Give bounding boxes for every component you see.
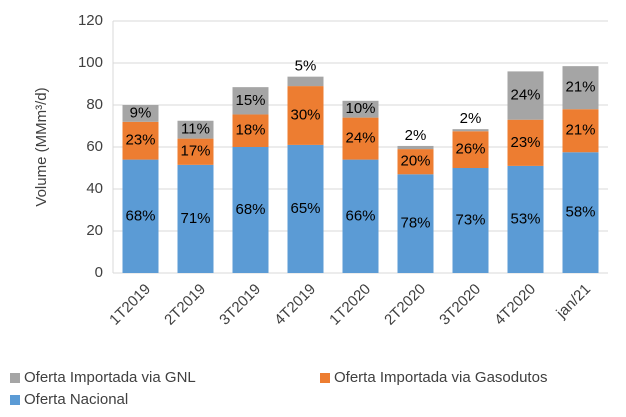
data-label: 11% xyxy=(181,121,210,138)
legend-label: Oferta Importada via GNL xyxy=(24,369,196,386)
bar-segment xyxy=(287,76,324,87)
x-tick-label: 3T2020 xyxy=(436,281,484,329)
bar-segment xyxy=(287,144,324,273)
data-label: 21% xyxy=(565,122,595,139)
x-tick-label: 4T2020 xyxy=(491,281,539,329)
x-tick-label: 2T2020 xyxy=(381,281,429,329)
data-label: 10% xyxy=(345,100,375,117)
bar-segment xyxy=(342,117,379,160)
bar-segment xyxy=(452,129,489,132)
bar-segment xyxy=(232,87,269,115)
data-label: 78% xyxy=(400,215,430,232)
data-label: 73% xyxy=(455,211,485,228)
legend-label: Oferta Importada via Gasodutos xyxy=(334,369,547,386)
y-tick-label: 60 xyxy=(86,138,103,155)
y-axis-label: Volume (MMm³/d) xyxy=(33,87,50,206)
legend-swatch xyxy=(10,395,20,405)
y-tick-label: 80 xyxy=(86,96,103,113)
bar-segment xyxy=(342,100,379,118)
bar-segment xyxy=(452,168,489,273)
bar-segment xyxy=(287,86,324,145)
bar-segment xyxy=(562,109,599,153)
data-label: 2% xyxy=(405,127,427,144)
bar-segment xyxy=(397,174,434,273)
bar-segment xyxy=(397,145,434,150)
data-label: 53% xyxy=(510,210,540,227)
bar-segment xyxy=(122,121,159,160)
x-tick-label: 3T2019 xyxy=(216,281,264,329)
bar-segment xyxy=(507,165,544,273)
data-label: 30% xyxy=(290,106,320,123)
legend-swatch xyxy=(320,373,330,383)
x-tick-label: 2T2019 xyxy=(161,281,209,329)
data-label: 23% xyxy=(125,132,155,149)
data-label: 9% xyxy=(130,104,152,121)
data-label: 21% xyxy=(565,79,595,96)
data-label: 24% xyxy=(510,87,540,104)
bar-segment xyxy=(177,164,214,273)
data-label: 20% xyxy=(400,153,430,170)
data-label: 66% xyxy=(345,207,375,224)
data-label: 68% xyxy=(125,207,155,224)
bar-segment xyxy=(562,66,599,110)
data-label: 65% xyxy=(290,200,320,217)
y-tick-label: 120 xyxy=(78,12,103,29)
bar-segment xyxy=(397,149,434,175)
x-tick-label: 1T2019 xyxy=(106,281,154,329)
bar-segment xyxy=(177,120,214,139)
data-label: 2% xyxy=(460,110,482,127)
x-tick-label: jan/21 xyxy=(553,281,595,323)
legend-label: Oferta Nacional xyxy=(24,391,128,408)
data-label: 23% xyxy=(510,134,540,151)
data-label: 68% xyxy=(235,201,265,218)
data-label: 15% xyxy=(235,92,265,109)
bar-segment xyxy=(562,152,599,273)
bar-segment xyxy=(452,131,489,168)
y-tick-label: 40 xyxy=(86,180,103,197)
bar-segment xyxy=(507,71,544,120)
x-tick-label: 4T2019 xyxy=(271,281,319,329)
bar-segment xyxy=(232,114,269,147)
data-label: 26% xyxy=(455,141,485,158)
legend-swatch xyxy=(10,373,20,383)
bar-segment xyxy=(122,105,159,122)
x-tick-label: 1T2020 xyxy=(326,281,374,329)
data-label: 24% xyxy=(345,130,375,147)
y-tick-label: 20 xyxy=(86,222,103,239)
data-label: 58% xyxy=(565,204,595,221)
data-label: 17% xyxy=(180,143,210,160)
y-tick-label: 100 xyxy=(78,54,103,71)
data-label: 5% xyxy=(295,58,317,75)
y-tick-label: 0 xyxy=(95,264,103,281)
bar-segment xyxy=(177,138,214,165)
bar-segment xyxy=(122,159,159,273)
bar-segment xyxy=(342,159,379,273)
data-label: 18% xyxy=(235,122,265,139)
bar-segment xyxy=(232,147,269,273)
bar-segment xyxy=(507,119,544,166)
data-label: 71% xyxy=(180,210,210,227)
